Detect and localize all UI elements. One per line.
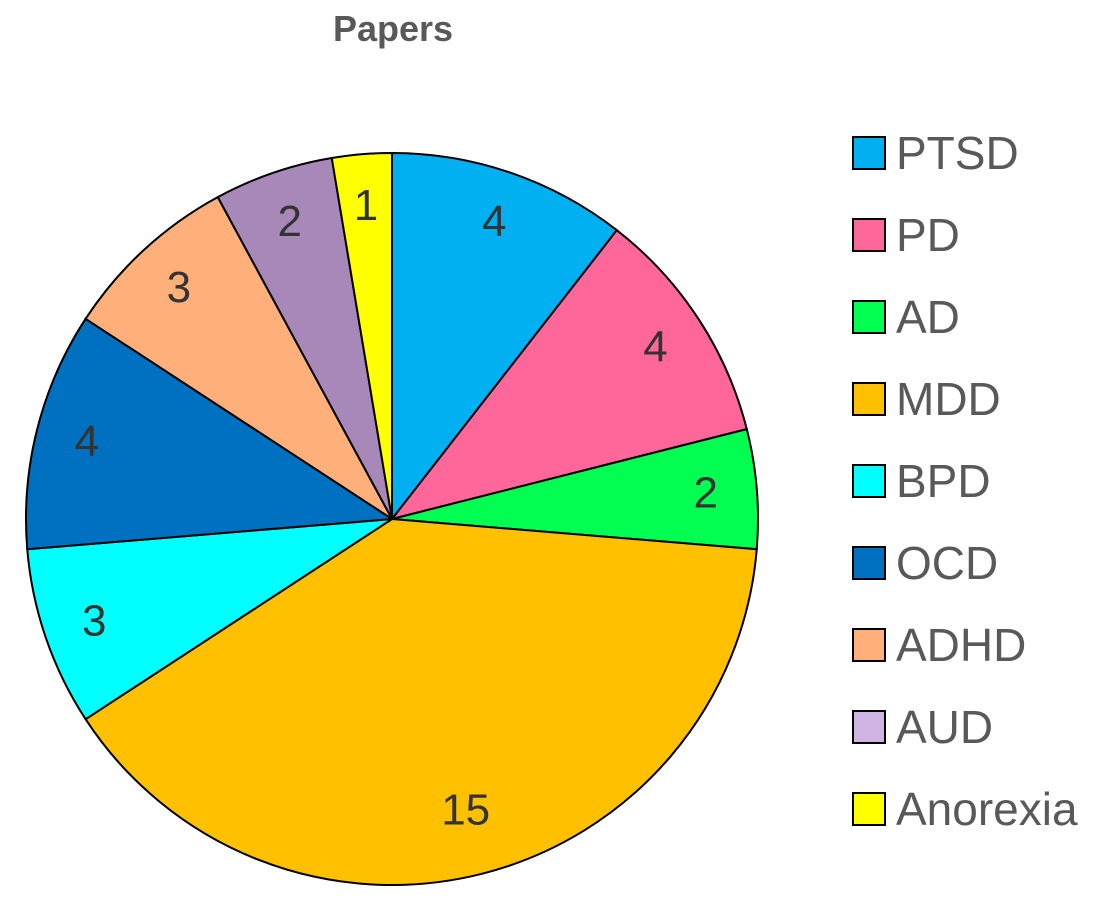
legend-swatch	[852, 300, 886, 334]
legend-label: BPD	[896, 455, 991, 507]
legend-swatch	[852, 464, 886, 498]
data-label-mdd: 15	[441, 785, 490, 834]
legend-item-pd: PD	[852, 194, 1112, 276]
legend-label: PD	[896, 209, 960, 261]
pie-slice-adhd	[84, 195, 393, 520]
legend-item-mdd: MDD	[852, 358, 1112, 440]
legend-swatch	[852, 382, 886, 416]
legend-item-anorexia: Anorexia	[852, 768, 1112, 850]
legend-label: AD	[896, 291, 960, 343]
pie-slice-anorexia	[330, 151, 393, 520]
legend-item-adhd: ADHD	[852, 604, 1112, 686]
pie-slice-pd	[389, 228, 749, 521]
legend-label: PTSD	[896, 127, 1019, 179]
data-label-aud: 2	[278, 197, 302, 246]
legend-swatch	[852, 546, 886, 580]
data-label-ptsd: 4	[482, 197, 506, 246]
legend-item-bpd: BPD	[852, 440, 1112, 522]
chart-title: Papers	[332, 8, 454, 49]
pie-slice-ocd	[25, 317, 395, 551]
pie-slice-ptsd	[391, 151, 619, 522]
legend-swatch	[852, 218, 886, 252]
legend-item-ocd: OCD	[852, 522, 1112, 604]
legend-label: AUD	[896, 701, 994, 753]
legend-label: OCD	[896, 537, 999, 589]
data-label-bpd: 3	[82, 597, 106, 646]
data-label-ad: 2	[693, 469, 717, 518]
data-label-pd: 4	[643, 322, 667, 371]
data-label-anorexia: 1	[354, 181, 378, 230]
data-label-ocd: 4	[75, 417, 99, 466]
legend-item-aud: AUD	[852, 686, 1112, 768]
legend-label: ADHD	[896, 619, 1027, 671]
legend-label: MDD	[896, 373, 1001, 425]
pie-slice-bpd	[26, 518, 393, 721]
legend-swatch	[852, 710, 886, 744]
legend-label: Anorexia	[896, 783, 1078, 835]
legend: PTSD PD AD MDD BPD OCD ADHD AUD Anorexia	[852, 112, 1112, 850]
legend-item-ad: AD	[852, 276, 1112, 358]
legend-swatch	[852, 628, 886, 662]
legend-item-ptsd: PTSD	[852, 112, 1112, 194]
legend-swatch	[852, 792, 886, 826]
legend-swatch	[852, 136, 886, 170]
data-label-adhd: 3	[167, 263, 191, 312]
